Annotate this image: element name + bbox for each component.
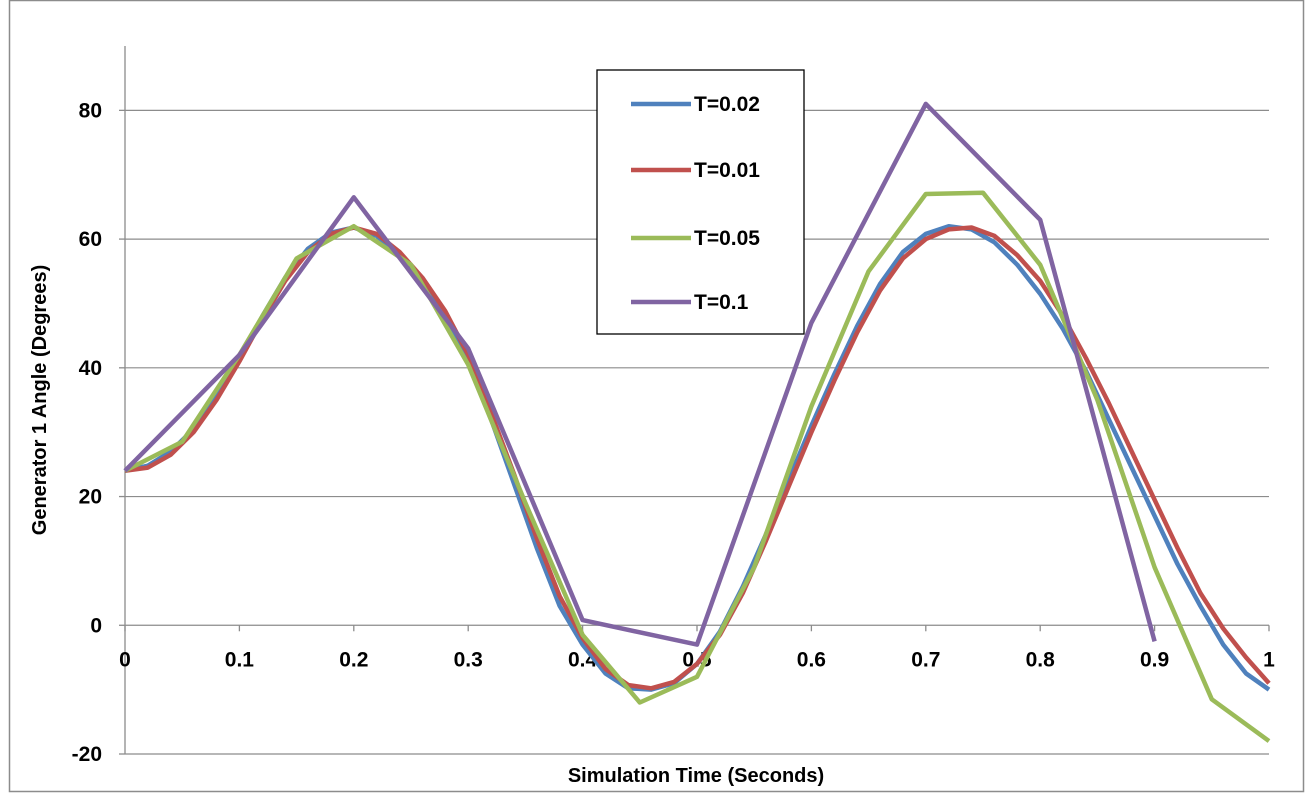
x-tick-label: 0.8: [1026, 648, 1056, 671]
legend-label: T=0.01: [694, 159, 760, 182]
legend-label: T=0.05: [694, 227, 760, 250]
legend-label: T=0.02: [694, 93, 760, 116]
y-axis-title: Generator 1 Angle (Degrees): [29, 265, 51, 535]
x-tick-label: 1: [1263, 648, 1275, 671]
y-tick-label: 20: [79, 486, 102, 509]
x-tick-label: 0.7: [911, 648, 940, 671]
y-tick-label: 80: [79, 99, 102, 122]
x-tick-label: 0: [119, 648, 131, 671]
y-tick-label: 60: [79, 228, 102, 251]
x-tick-label: 0.3: [454, 648, 483, 671]
x-axis-title: Simulation Time (Seconds): [568, 765, 824, 787]
y-tick-label: 40: [79, 357, 102, 380]
y-tick-label: 0: [90, 614, 102, 637]
x-tick-label: 0.2: [339, 648, 368, 671]
y-tick-label: -20: [72, 743, 102, 766]
legend-label: T=0.1: [694, 291, 749, 314]
x-tick-label: 0.6: [797, 648, 826, 671]
legend: T=0.02 T=0.01 T=0.05 T=0.1: [597, 70, 804, 334]
x-tick-label: 0.9: [1140, 648, 1169, 671]
x-tick-label: 0.1: [225, 648, 255, 671]
